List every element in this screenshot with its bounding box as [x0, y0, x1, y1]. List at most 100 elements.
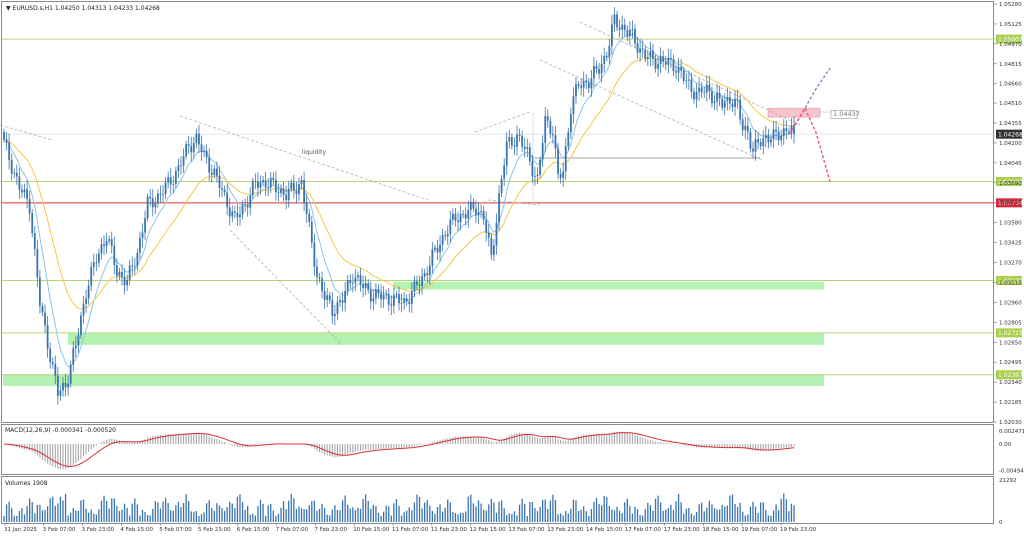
candle-body	[518, 134, 521, 136]
candle-body	[777, 131, 780, 141]
candle-body	[464, 214, 467, 219]
candle-body	[687, 79, 690, 81]
candle-body	[180, 165, 182, 167]
candle-body	[77, 335, 80, 346]
time-axis-label: 17 Feb 23:00	[664, 527, 701, 533]
price-level-label: 1.03900	[998, 179, 1023, 186]
candle-body	[544, 116, 547, 143]
candle-body	[346, 280, 349, 291]
candle-body	[782, 128, 785, 136]
forecast-down-path	[789, 106, 831, 182]
candle-body	[762, 138, 765, 147]
candle-body	[718, 92, 721, 99]
candle-body	[21, 189, 23, 193]
candle-body	[269, 177, 272, 188]
price-axis-label: 1.05280	[999, 2, 1022, 8]
current-price-label: 1.04268	[998, 131, 1023, 138]
candle-body	[534, 176, 536, 177]
candle-body	[487, 232, 490, 238]
candle-body	[611, 24, 613, 46]
candle-body	[726, 97, 729, 102]
candle-body	[264, 180, 267, 188]
volume-axis-label: 0	[999, 520, 1003, 526]
resistance-zone	[767, 107, 821, 118]
candle-body	[577, 84, 580, 86]
candle-body	[187, 144, 190, 147]
candle-body	[662, 56, 665, 62]
candle-body	[280, 188, 282, 193]
candle-body	[205, 150, 208, 158]
candle-body	[177, 165, 180, 171]
candle-body	[259, 182, 262, 188]
price-axis-label: 1.03735	[999, 201, 1022, 207]
candle-body	[333, 314, 336, 317]
candle-body	[257, 181, 259, 188]
candle-body	[654, 58, 657, 69]
candle-body	[469, 201, 472, 211]
candles-layer	[3, 7, 795, 405]
candle-body	[649, 50, 652, 58]
candle-body	[369, 289, 372, 302]
candle-body	[728, 97, 731, 104]
candle-body	[670, 57, 672, 60]
candle-body	[316, 266, 318, 277]
macd-label: MACD(12,26,9) -0.000341 -0.000520	[5, 427, 116, 434]
liquidity-trendline	[179, 115, 429, 201]
candle-body	[380, 293, 382, 300]
macd-axis-label: 0.00	[999, 442, 1012, 448]
candle-body	[200, 144, 203, 153]
candle-body	[621, 24, 624, 30]
time-axis-label: 17 Feb 07:00	[625, 527, 662, 533]
candle-body	[118, 271, 121, 276]
time-axis-label: 12 Feb 15:00	[470, 527, 507, 533]
candle-body	[23, 189, 26, 193]
candle-body	[233, 211, 236, 213]
candle-body	[585, 80, 588, 83]
candle-body	[26, 189, 28, 199]
candle-body	[246, 205, 249, 208]
time-axis-label: 13 Feb 07:00	[508, 527, 545, 533]
current-price-tag	[996, 129, 1022, 139]
candle-body	[482, 210, 485, 221]
candle-body	[716, 92, 718, 102]
time-axis-label: 5 Feb 23:00	[198, 527, 231, 533]
candle-body	[136, 252, 139, 267]
price-axis-label: 1.03890	[999, 181, 1022, 187]
candle-body	[439, 244, 441, 253]
candle-body	[431, 249, 434, 266]
price-axis-label: 1.02805	[999, 320, 1022, 326]
candle-body	[572, 96, 575, 115]
candle-body	[759, 142, 762, 147]
price-axis-label: 1.04660	[999, 82, 1022, 88]
candle-body	[390, 304, 393, 306]
candle-body	[18, 176, 21, 190]
candle-body	[208, 157, 211, 173]
candle-body	[557, 148, 559, 174]
candle-body	[590, 78, 593, 89]
candle-body	[539, 159, 541, 175]
support-zone	[68, 333, 824, 345]
volume-axis-label: 21292	[999, 478, 1017, 484]
price-axis-label: 1.03115	[999, 280, 1022, 286]
candle-body	[505, 141, 508, 166]
candle-body	[364, 283, 367, 288]
candle-body	[485, 220, 488, 233]
price-axis-label: 1.02495	[999, 360, 1022, 366]
candle-body	[95, 262, 98, 264]
price-axis-label: 1.02650	[999, 340, 1022, 346]
candle-body	[787, 131, 790, 132]
price-axis-label: 1.02030	[999, 420, 1022, 426]
candle-body	[634, 29, 636, 44]
volume-label: Volumes 1908	[5, 480, 48, 487]
candle-body	[144, 218, 146, 233]
candle-body	[451, 213, 454, 220]
time-axis-label: 14 Feb 15:00	[586, 527, 623, 533]
candle-body	[387, 294, 390, 305]
candle-body	[398, 294, 400, 304]
candle-body	[41, 306, 44, 313]
candle-body	[500, 178, 503, 194]
candle-body	[210, 172, 213, 175]
candle-body	[603, 55, 606, 64]
